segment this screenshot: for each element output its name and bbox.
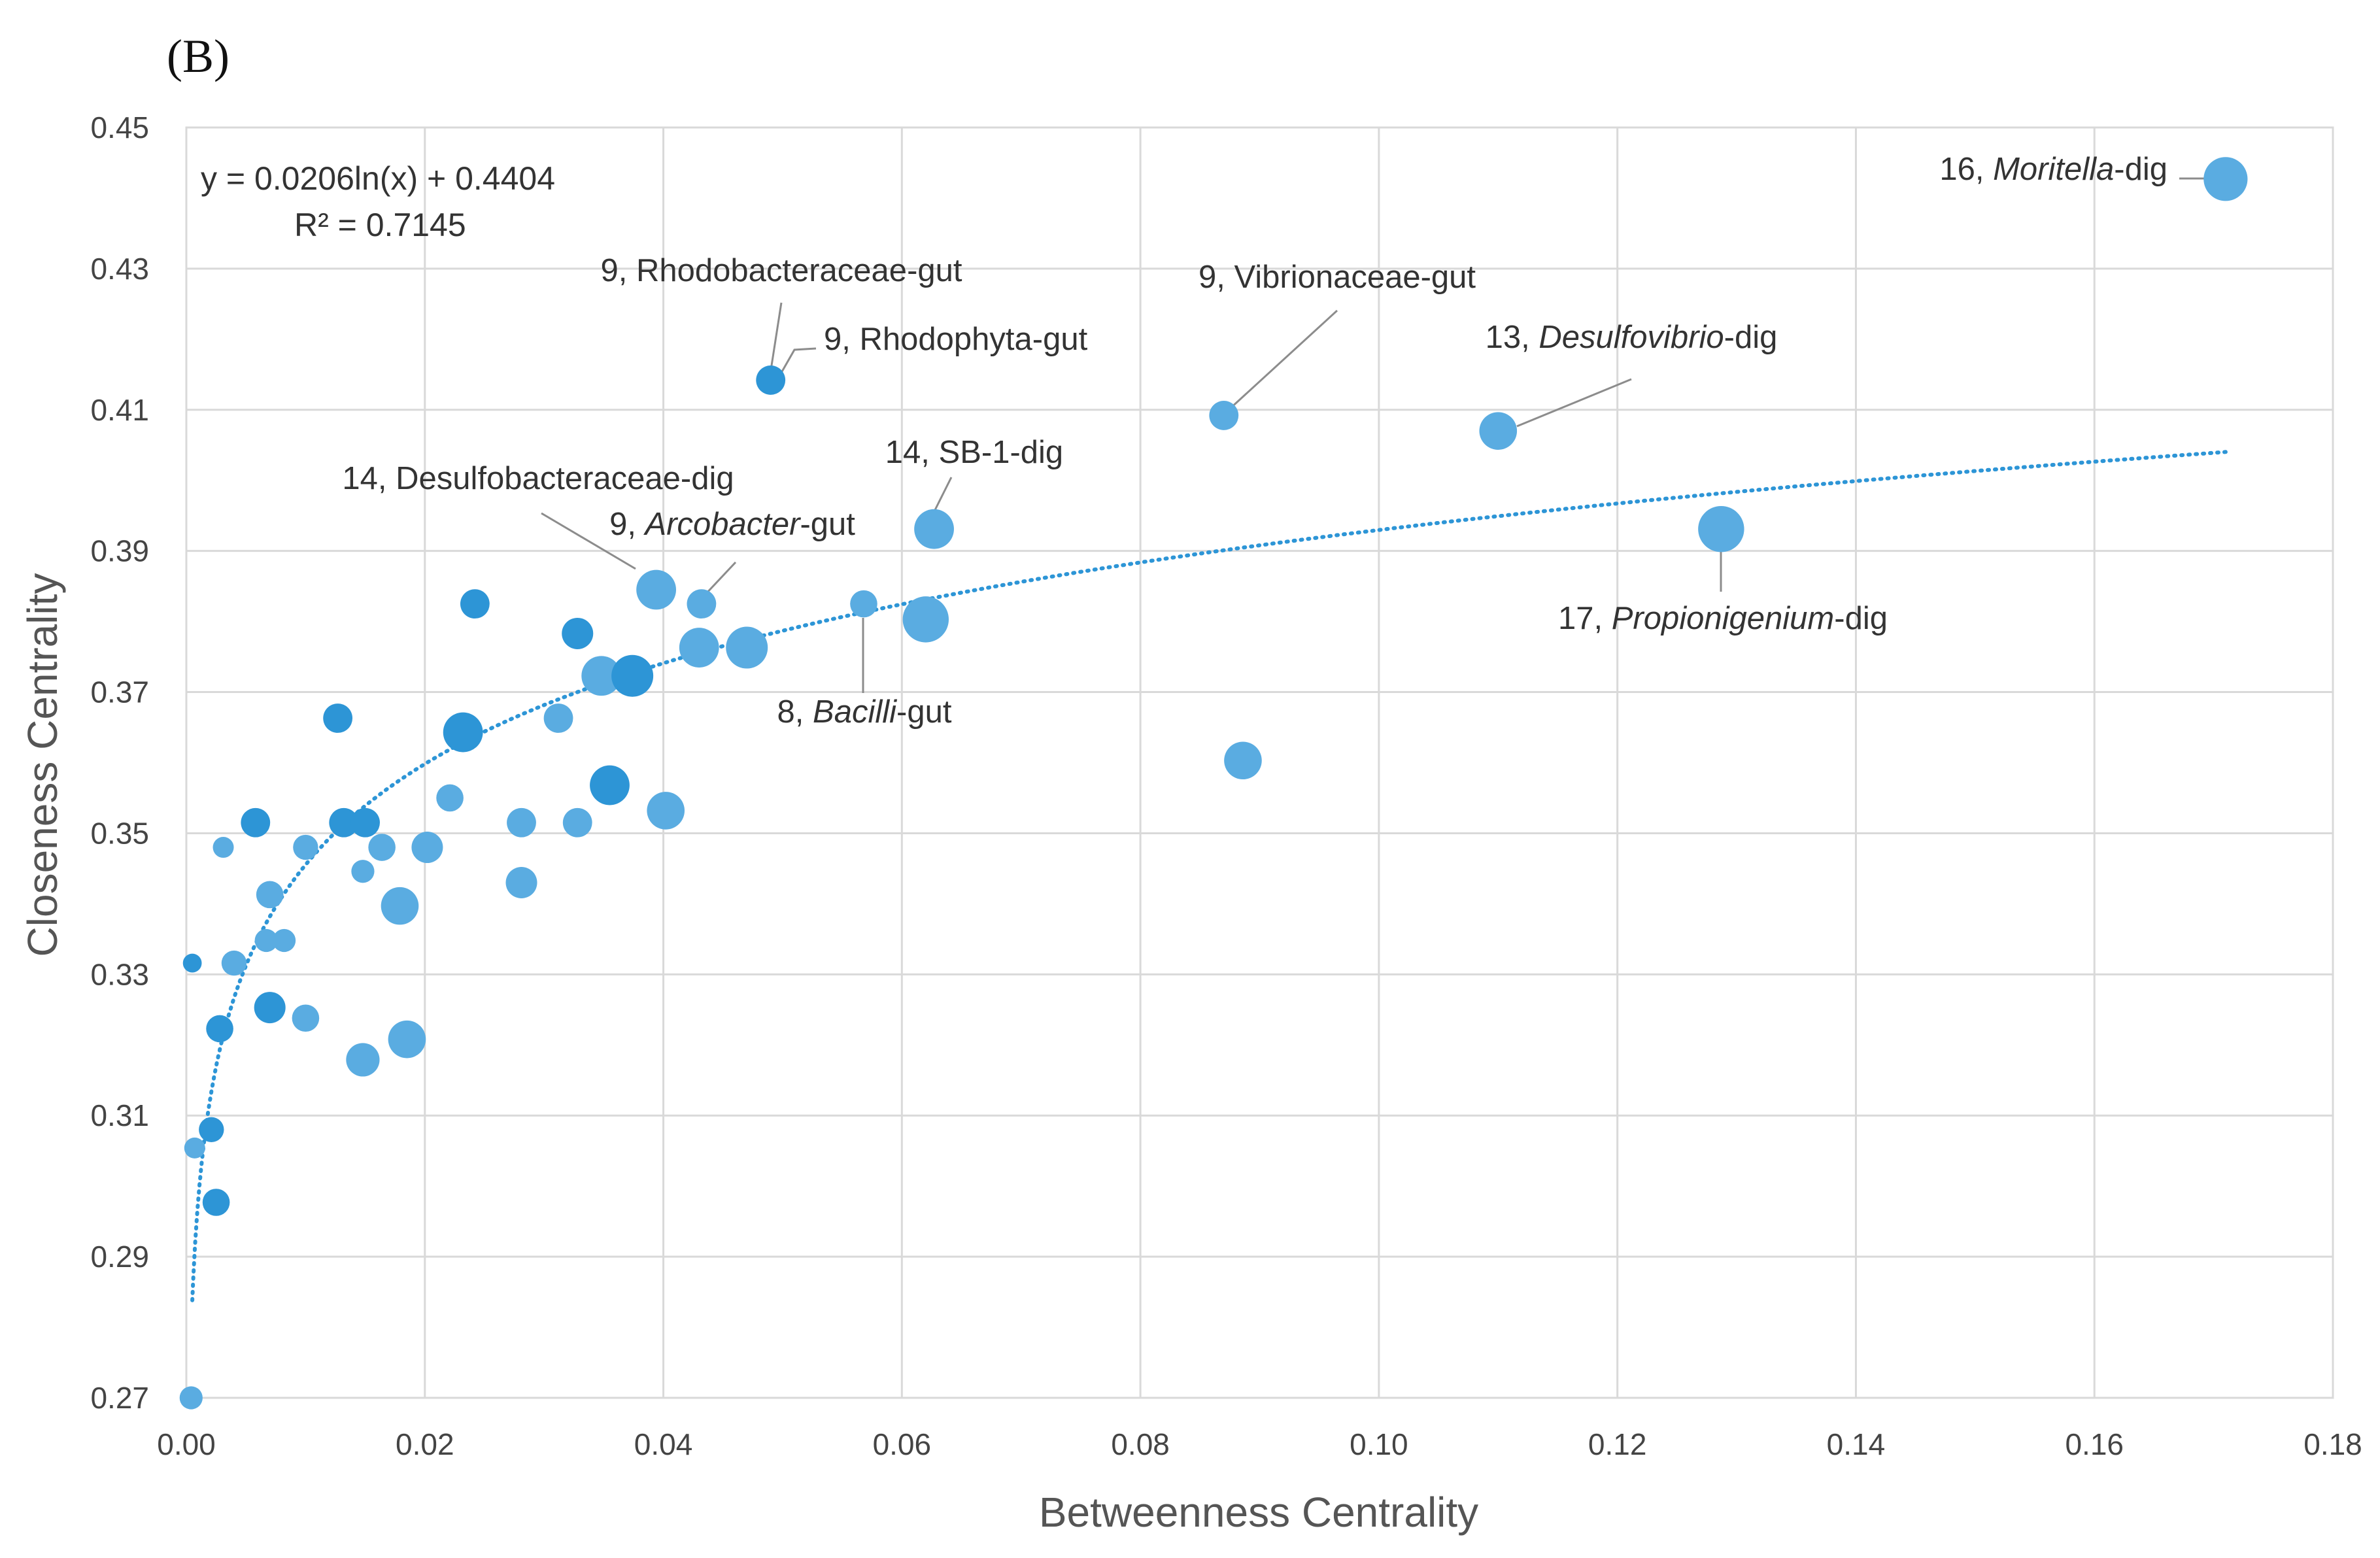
- x-tick-label: 0.02: [396, 1427, 454, 1461]
- data-point: [329, 807, 359, 838]
- data-point: [256, 881, 284, 909]
- data-point: [562, 617, 594, 649]
- y-tick-label: 0.45: [90, 110, 149, 144]
- y-tick-label: 0.29: [90, 1240, 149, 1274]
- data-point: [914, 509, 954, 549]
- data-point: [1209, 401, 1239, 430]
- data-point: [179, 1386, 203, 1410]
- data-point: [679, 628, 719, 668]
- point-annotation: 9, Arcobacter-gut: [609, 507, 855, 542]
- data-point: [507, 807, 536, 838]
- x-tick-label: 0.10: [1350, 1427, 1408, 1461]
- x-tick-label: 0.06: [873, 1427, 932, 1461]
- r-squared: R² = 0.7145: [294, 207, 466, 243]
- data-point: [2203, 157, 2248, 201]
- data-point: [647, 792, 685, 830]
- y-tick-label: 0.37: [90, 675, 149, 709]
- data-point: [388, 1020, 426, 1058]
- data-point: [199, 1117, 224, 1143]
- x-axis-title: Betweenness Centrality: [1039, 1489, 1478, 1536]
- y-tick-label: 0.39: [90, 534, 149, 568]
- log-trendline: [190, 450, 2228, 1302]
- data-point: [254, 992, 286, 1024]
- y-tick-label: 0.43: [90, 252, 149, 286]
- data-point: [212, 837, 234, 858]
- data-point: [241, 807, 271, 838]
- point-annotation: 13, Desulfovibrio-dig: [1486, 320, 1778, 355]
- data-point: [543, 703, 573, 733]
- data-point: [1224, 741, 1262, 780]
- y-tick-label: 0.31: [90, 1098, 149, 1132]
- data-point: [726, 626, 768, 669]
- point-annotation: 16, Moritella-dig: [1939, 152, 2168, 187]
- data-point: [1479, 412, 1518, 450]
- data-point: [581, 656, 622, 696]
- annotation-leader: [541, 512, 636, 570]
- data-point: [902, 596, 949, 643]
- data-point: [350, 807, 380, 838]
- data-point: [636, 569, 677, 610]
- annotation-leader: [704, 561, 737, 596]
- point-annotation: 14, SB-1-dig: [885, 435, 1063, 470]
- data-point: [381, 887, 419, 925]
- x-tick-label: 0.04: [634, 1427, 693, 1461]
- panel-label: (B): [167, 30, 230, 82]
- data-point: [272, 928, 296, 953]
- data-point: [611, 654, 654, 697]
- x-tick-label: 0.18: [2304, 1427, 2362, 1461]
- data-point: [202, 1189, 230, 1216]
- x-tick-label: 0.12: [1588, 1427, 1647, 1461]
- annotation-labels: 16, Moritella-dig 9, Rhodobacteraceae-gut…: [342, 152, 2168, 730]
- y-tick-label: 0.41: [90, 393, 149, 427]
- data-point: [254, 928, 278, 953]
- y-tick-label: 0.27: [90, 1381, 149, 1415]
- point-annotation: 14, Desulfobacteraceae-dig: [342, 461, 734, 496]
- x-tick-label: 0.08: [1111, 1427, 1170, 1461]
- x-tick-label: 0.00: [157, 1427, 216, 1461]
- data-point: [505, 867, 537, 899]
- point-annotation: 8, Bacilli-gut: [777, 694, 952, 730]
- annotation-leader: [1516, 378, 1632, 428]
- plot-frame: [185, 126, 2334, 1399]
- x-tick-label: 0.16: [2065, 1427, 2124, 1461]
- data-point: [184, 1137, 205, 1159]
- annotation-leaders: [541, 177, 2220, 693]
- data-point: [351, 860, 375, 883]
- data-point: [436, 784, 464, 812]
- data-point: [182, 953, 202, 973]
- trendline-equation: y = 0.0206ln(x) + 0.4404: [201, 160, 555, 197]
- data-point: [590, 765, 630, 805]
- data-point: [292, 1004, 320, 1032]
- y-axis-title: Closeness Centrality: [19, 573, 66, 957]
- data-point: [368, 834, 396, 861]
- data-point: [206, 1015, 233, 1043]
- point-annotation: 9, Rhodophyta-gut: [824, 322, 1088, 357]
- data-point: [562, 807, 592, 838]
- gridlines: [185, 126, 2334, 1399]
- point-annotation: 17, Propionigenium-dig: [1558, 601, 1888, 636]
- data-point: [293, 834, 318, 860]
- y-tick-label: 0.35: [90, 816, 149, 850]
- data-point: [756, 365, 786, 395]
- annotation-leader: [780, 347, 817, 373]
- data-point: [346, 1043, 380, 1077]
- data-point: [323, 703, 353, 733]
- data-point: [460, 589, 490, 619]
- y-tick-label: 0.33: [90, 957, 149, 991]
- data-point: [850, 590, 877, 618]
- axis-ticks: 0.00 0.02 0.04 0.06 0.08 0.10 0.12 0.14 0.16 0.18…: [90, 110, 2362, 1461]
- data-points: [179, 157, 2248, 1410]
- data-point: [443, 712, 483, 753]
- x-tick-label: 0.14: [1827, 1427, 1886, 1461]
- annotation-leader: [769, 302, 783, 375]
- data-point: [687, 589, 717, 619]
- data-point: [221, 950, 247, 976]
- data-point: [1698, 506, 1744, 552]
- point-annotation: 9, Rhodobacteraceae-gut: [600, 253, 962, 288]
- annotation-leader: [1228, 309, 1338, 411]
- point-annotation: 9, Vibrionaceae-gut: [1198, 260, 1476, 295]
- data-point: [411, 832, 443, 864]
